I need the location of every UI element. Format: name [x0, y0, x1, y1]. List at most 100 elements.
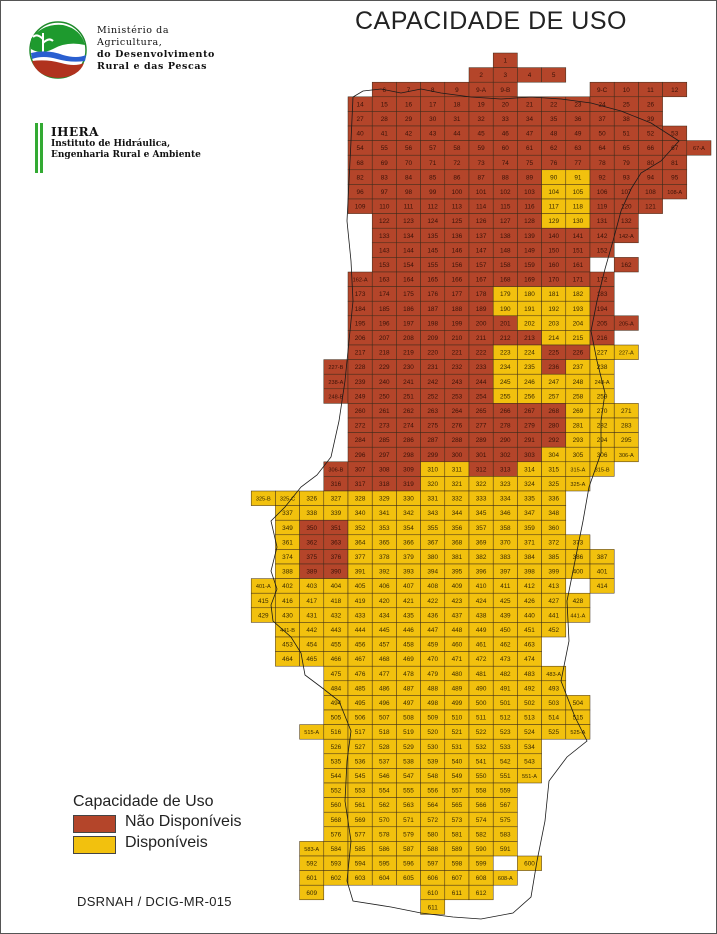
- map-cell-label: 530: [427, 744, 438, 751]
- map-cell-label: 305: [573, 452, 584, 459]
- map-cell-label: 366: [403, 539, 414, 546]
- map-cell-label: 539: [427, 758, 438, 765]
- map-cell-106: 106: [589, 184, 615, 200]
- map-cell-324: 324: [517, 476, 542, 492]
- map-cell-label: 262: [403, 408, 414, 415]
- map-cell-label: 57: [429, 145, 437, 152]
- map-cell-label: 571: [403, 817, 414, 824]
- map-cell-291: 291: [517, 432, 542, 448]
- map-cell-569: 569: [347, 811, 373, 828]
- map-cell-rect: [638, 198, 663, 214]
- map-cell-label: 481: [476, 671, 487, 678]
- map-cell-label: 11: [647, 87, 654, 94]
- map-cell-label: 601: [306, 875, 317, 882]
- legend-item-unavailable: Não Disponíveis: [73, 813, 242, 834]
- map-cell-285: 285: [371, 432, 397, 448]
- map-cell-463: 463: [517, 636, 542, 652]
- map-cell-542: 542: [492, 753, 518, 769]
- map-cell-label: 119: [597, 204, 608, 211]
- map-cell-155: 155: [420, 257, 446, 273]
- map-cell-label: 397: [500, 569, 511, 576]
- map-cell-612: 612: [468, 884, 494, 901]
- map-cell-142-A: 142-A: [613, 227, 639, 244]
- map-cell-208: 208: [396, 330, 421, 346]
- map-cell-label: 213: [524, 335, 535, 342]
- map-cell-578: 578: [371, 826, 397, 842]
- map-cell-label: 174: [379, 291, 390, 298]
- map-cell-label: 150: [548, 247, 559, 254]
- map-cell-608-A: 608-A: [492, 870, 518, 886]
- map-cell-580: 580: [420, 826, 446, 842]
- map-cell-label: 312: [476, 466, 487, 473]
- map-cell-label: 137: [476, 233, 487, 240]
- map-cell-label: 360: [548, 525, 559, 532]
- map-cell-label: 401-A: [256, 584, 271, 590]
- map-cell-532: 532: [468, 738, 494, 755]
- map-cell-label: 18: [453, 101, 461, 108]
- map-cell-label: 343: [427, 510, 438, 517]
- map-cell-229: 229: [371, 359, 397, 375]
- map-cell-label: 476: [355, 671, 366, 678]
- map-cell-215: 215: [565, 330, 591, 346]
- map-cell-label: 296: [355, 452, 366, 459]
- map-cell-496: 496: [371, 695, 397, 711]
- map-cell-label: 523: [500, 729, 511, 736]
- map-cell-561: 561: [347, 797, 373, 813]
- map-cell-label: 483: [524, 671, 535, 678]
- map-cell-label: 559: [500, 788, 511, 795]
- map-cell-label: 80: [647, 160, 655, 167]
- map-cell-label: 200: [476, 320, 487, 327]
- map-cell-598: 598: [444, 855, 470, 871]
- map-cell-399: 399: [541, 563, 567, 579]
- map-cell-88: 88: [492, 169, 518, 185]
- map-cell-label: 142-A: [619, 234, 634, 240]
- map-cell-label: 153: [379, 262, 390, 269]
- map-cell-label: 107: [621, 189, 632, 196]
- map-cell-136: 136: [444, 227, 470, 244]
- map-cell-170: 170: [541, 271, 567, 287]
- map-cell-329: 329: [371, 490, 397, 506]
- map-cell-56: 56: [396, 140, 421, 156]
- map-cell-374: 374: [275, 549, 300, 565]
- map-cell-511: 511: [468, 709, 494, 725]
- map-cell-label: 111: [404, 204, 414, 211]
- map-cell-470: 470: [420, 651, 446, 667]
- map-cell-label: 567: [500, 802, 511, 809]
- map-cell-label: 362: [306, 539, 317, 546]
- map-cell-292: 292: [541, 432, 567, 448]
- map-cell-355: 355: [420, 519, 446, 536]
- map-cell-66: 66: [638, 140, 663, 156]
- map-cell-319: 319: [396, 476, 421, 492]
- map-cell-label: 266: [500, 408, 511, 415]
- map-cell-label: 413: [548, 583, 559, 590]
- map-cell-rect: [613, 315, 639, 331]
- map-cell-label: 471: [452, 656, 463, 663]
- map-cell-rect: [541, 622, 567, 638]
- ihera-line-2: Engenharia Rural e Ambiente: [51, 150, 201, 160]
- map-cell-537: 537: [371, 753, 397, 769]
- map-cell-label: 187: [427, 306, 438, 313]
- map-cell-label: 252: [427, 393, 438, 400]
- map-cell-label: 421: [403, 598, 414, 605]
- map-cell-293: 293: [565, 432, 591, 448]
- map-cell-label: 585: [355, 846, 366, 853]
- map-cell-519: 519: [396, 724, 421, 740]
- map-cell-130: 130: [565, 213, 591, 229]
- map-cell-222: 222: [468, 344, 494, 360]
- map-cell-362: 362: [299, 534, 325, 550]
- map-cell-rect: [589, 578, 615, 594]
- map-cell-label: 117: [549, 204, 560, 211]
- map-cell-label: 297: [379, 452, 390, 459]
- map-cell-label: 462: [500, 642, 511, 649]
- map-cell-label: 526: [331, 744, 342, 751]
- map-cell-400: 400: [565, 563, 591, 579]
- map-cell-rect: [662, 184, 688, 200]
- map-cell-123: 123: [396, 213, 421, 229]
- map-cell-53: 53: [662, 125, 688, 141]
- map-cell-515-A: 515-A: [299, 724, 325, 740]
- map-cell-label: 125: [452, 218, 463, 225]
- map-cell-196: 196: [371, 315, 397, 331]
- map-cell-label: 605: [403, 875, 414, 882]
- map-cell-572: 572: [420, 811, 446, 828]
- map-cell-label: 492: [524, 685, 535, 692]
